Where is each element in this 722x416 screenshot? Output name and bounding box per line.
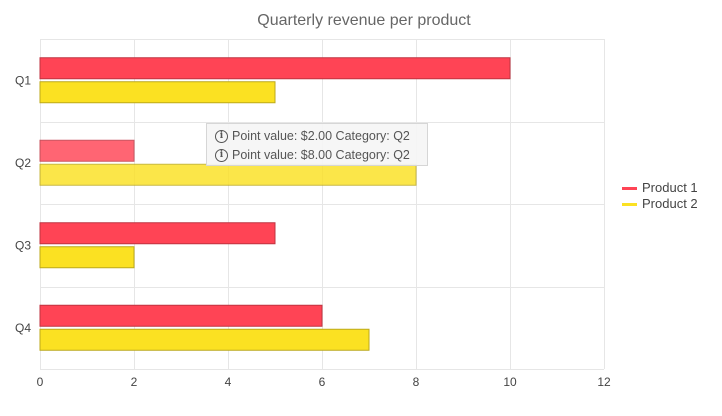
bar-product-2-q2[interactable] [39,163,417,186]
info-icon: i [215,149,228,162]
tooltip-text-product-1: Point value: $2.00 Category: Q2 [232,129,410,143]
x-tick-label: 2 [131,375,138,389]
bars [39,57,511,351]
legend-label-product-1: Product 1 [642,180,698,195]
category-label: Q4 [15,321,31,335]
info-icon: i [215,130,228,143]
bar-product-2-q4[interactable] [39,328,370,351]
x-tick-label: 12 [597,375,611,389]
value-axis: 0 2 4 6 8 10 12 [37,375,611,389]
category-label: Q1 [15,73,31,87]
chart-title: Quarterly revenue per product [257,12,471,29]
category-label: Q2 [15,156,31,170]
legend-item-product-2[interactable]: Product 2 [622,196,698,212]
tooltip-row-product-2: i Point value: $8.00 Category: Q2 [215,146,421,165]
bar-product-2-q3[interactable] [39,246,135,269]
tooltip-text-product-2: Point value: $8.00 Category: Q2 [232,148,410,162]
legend-item-product-1[interactable]: Product 1 [622,180,698,196]
legend-swatch-product-2 [622,202,637,206]
legend-swatch-product-1 [622,186,637,190]
x-tick-label: 0 [37,375,44,389]
category-label: Q3 [15,238,31,252]
bar-product-1-q1[interactable] [39,57,511,80]
x-tick-label: 6 [319,375,326,389]
bar-product-2-q1[interactable] [39,81,276,104]
tooltip-row-product-1: i Point value: $2.00 Category: Q2 [215,127,421,146]
bar-product-1-q2[interactable] [39,139,135,162]
x-tick-label: 4 [225,375,232,389]
x-tick-label: 10 [503,375,517,389]
tooltip: i Point value: $2.00 Category: Q2 i Poin… [206,123,428,166]
x-tick-label: 8 [413,375,420,389]
category-axis: Q1 Q2 Q3 Q4 [15,73,31,335]
bar-product-1-q3[interactable] [39,222,276,245]
legend-label-product-2: Product 2 [642,196,698,211]
bar-product-1-q4[interactable] [39,304,323,327]
legend: Product 1 Product 2 [622,180,698,212]
